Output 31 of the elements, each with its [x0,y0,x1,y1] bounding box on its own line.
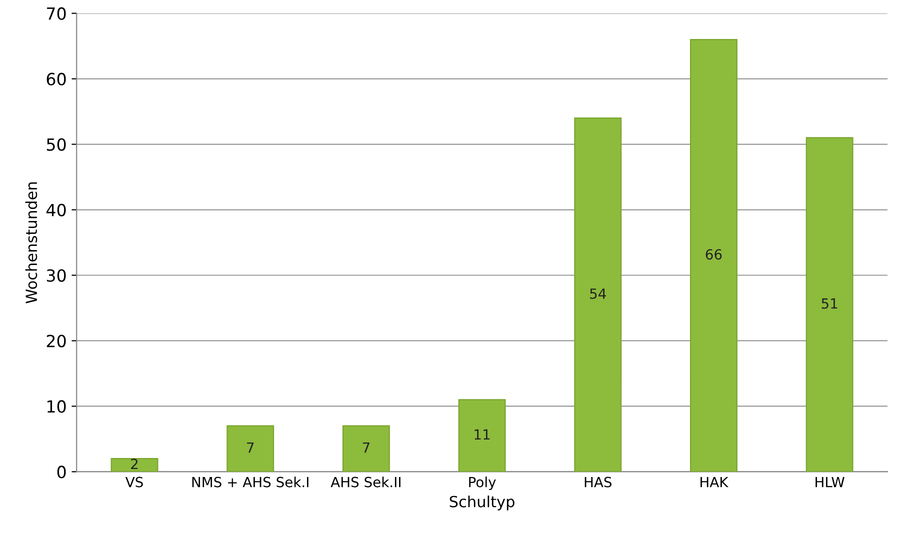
bar [342,425,390,472]
y-tick-label: 10 [47,400,66,413]
bar [458,399,506,472]
bar [226,425,274,472]
y-tick-label: 30 [46,269,66,282]
data-label: 54 [590,288,606,299]
y-tick-label: 40 [46,204,66,216]
x-tick-label: HAS [584,476,612,488]
x-tick-label: NMS + AHS Sek.I [192,476,308,488]
y-tick-label: 50 [46,138,66,151]
bar [806,137,854,472]
y-axis-title: Wochenstunden [25,182,38,304]
x-axis-title: Schultyp [450,496,514,510]
x-tick-label: Poly [469,476,496,490]
data-label: 11 [474,429,490,440]
bar [110,458,158,472]
bar [574,118,622,472]
data-label: 66 [706,249,722,260]
x-tick-label: VS [125,476,143,488]
x-tick-label: AHS Sek.II [330,476,400,488]
data-label: 2 [131,458,138,469]
data-label: 7 [362,442,370,453]
x-tick-label: HLW [816,476,844,488]
x-tick-label: HAK [700,476,729,488]
y-tick-label: 60 [46,72,66,86]
y-tick-label: 70 [47,7,66,20]
data-label: 7 [247,442,254,453]
y-tick-label: 0 [57,466,66,478]
bar [690,38,738,472]
data-label: 51 [822,298,838,309]
y-tick-label: 20 [46,334,66,348]
